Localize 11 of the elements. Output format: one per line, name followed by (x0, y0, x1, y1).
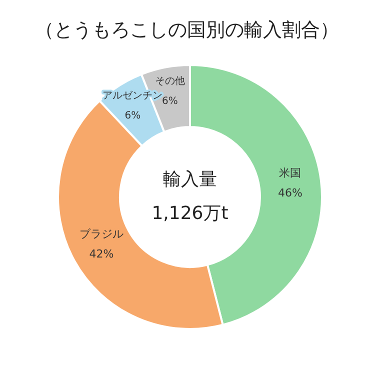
slice-label: 米国 (279, 166, 302, 180)
data-label: 6% (124, 110, 141, 122)
text: 輸入量 (163, 169, 217, 190)
data-label: 46% (278, 186, 302, 200)
data-label: 6% (162, 96, 178, 107)
text: 1,126万t (152, 203, 228, 224)
chart-title: （とうもろこしの国別の輸入割合） (35, 19, 339, 41)
slice-label: ブラジル (79, 228, 124, 241)
data-label: 42% (89, 248, 114, 261)
slice-label: アルゼンチン (102, 90, 163, 102)
slice-label: その他 (154, 74, 185, 87)
